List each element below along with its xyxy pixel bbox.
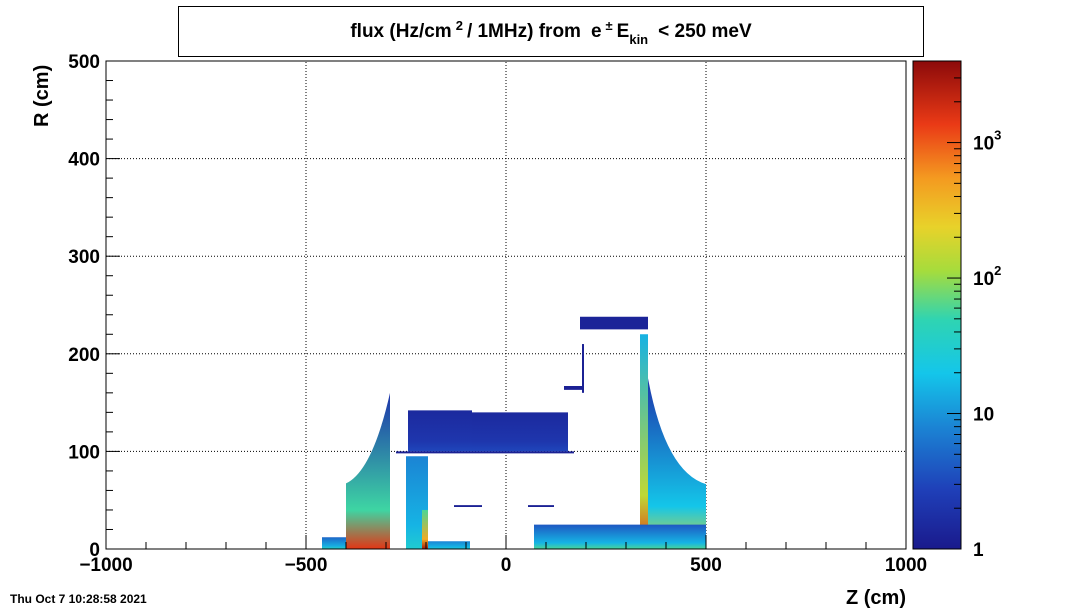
y-tick-label: 300 [68, 247, 100, 268]
timestamp: Thu Oct 7 10:28:58 2021 [10, 592, 147, 606]
colorbar [912, 60, 962, 550]
flux-region-band [534, 524, 706, 549]
flux-region-spike [640, 334, 648, 549]
colorbar-label: 1 [973, 540, 984, 561]
colorbar-label: 103 [973, 128, 1001, 155]
x-axis-label: Z (cm) [846, 587, 906, 609]
flux-region-line [582, 344, 584, 393]
title-var-sub: kin [629, 32, 649, 47]
flux-region-spike [422, 509, 428, 549]
heatmap-regions [322, 316, 706, 549]
x-tick-label: 1000 [885, 555, 927, 576]
x-tick-label: −1000 [79, 555, 132, 576]
flux-region-block [408, 410, 472, 452]
axis-ticks [105, 60, 907, 550]
y-tick-label: 500 [68, 52, 100, 73]
y-tick-labels: 0 100 200 300 400 500 [68, 52, 100, 561]
title-sup1: 2 [455, 18, 463, 33]
flux-region-line [528, 505, 554, 508]
y-tick-label: 400 [68, 150, 100, 171]
y-axis-label: R (cm) [31, 65, 53, 127]
x-tick-label: 500 [690, 555, 722, 576]
x-tick-label: −500 [285, 555, 328, 576]
x-tick-label: 0 [501, 555, 512, 576]
y-tick-label: 0 [89, 540, 100, 561]
flux-region-band [322, 537, 346, 549]
colorbar-label: 102 [973, 263, 1001, 290]
flux-region-line [454, 505, 482, 508]
chart-title: flux (Hz/cm 2 / 1MHz) from e ± E kin < 2… [178, 6, 924, 57]
flux-region-line [564, 386, 582, 390]
flux-region-block [580, 316, 648, 330]
flux-region-endcap-right [648, 378, 706, 549]
flux-region-band [428, 541, 470, 549]
y-tick-label: 200 [68, 345, 100, 366]
colorbar-ticks [947, 60, 961, 550]
colorbar-label: 10 [973, 405, 994, 426]
x-tick-labels: −1000 −500 0 500 1000 [79, 555, 927, 576]
title-part3: < 250 meV [658, 20, 752, 42]
title-part2: / 1MHz) from [466, 20, 581, 42]
colorbar-labels: 1 10 102 103 [973, 128, 1001, 561]
flux-region-block [472, 412, 568, 452]
flux-region-line [396, 451, 574, 454]
title-var: E [616, 20, 630, 42]
title-particle: e [590, 20, 602, 42]
flux-region-endcap-left [346, 392, 390, 549]
title-part1: flux (Hz/cm [350, 20, 452, 42]
title-particle-sup: ± [605, 18, 613, 33]
y-tick-label: 100 [68, 442, 100, 463]
